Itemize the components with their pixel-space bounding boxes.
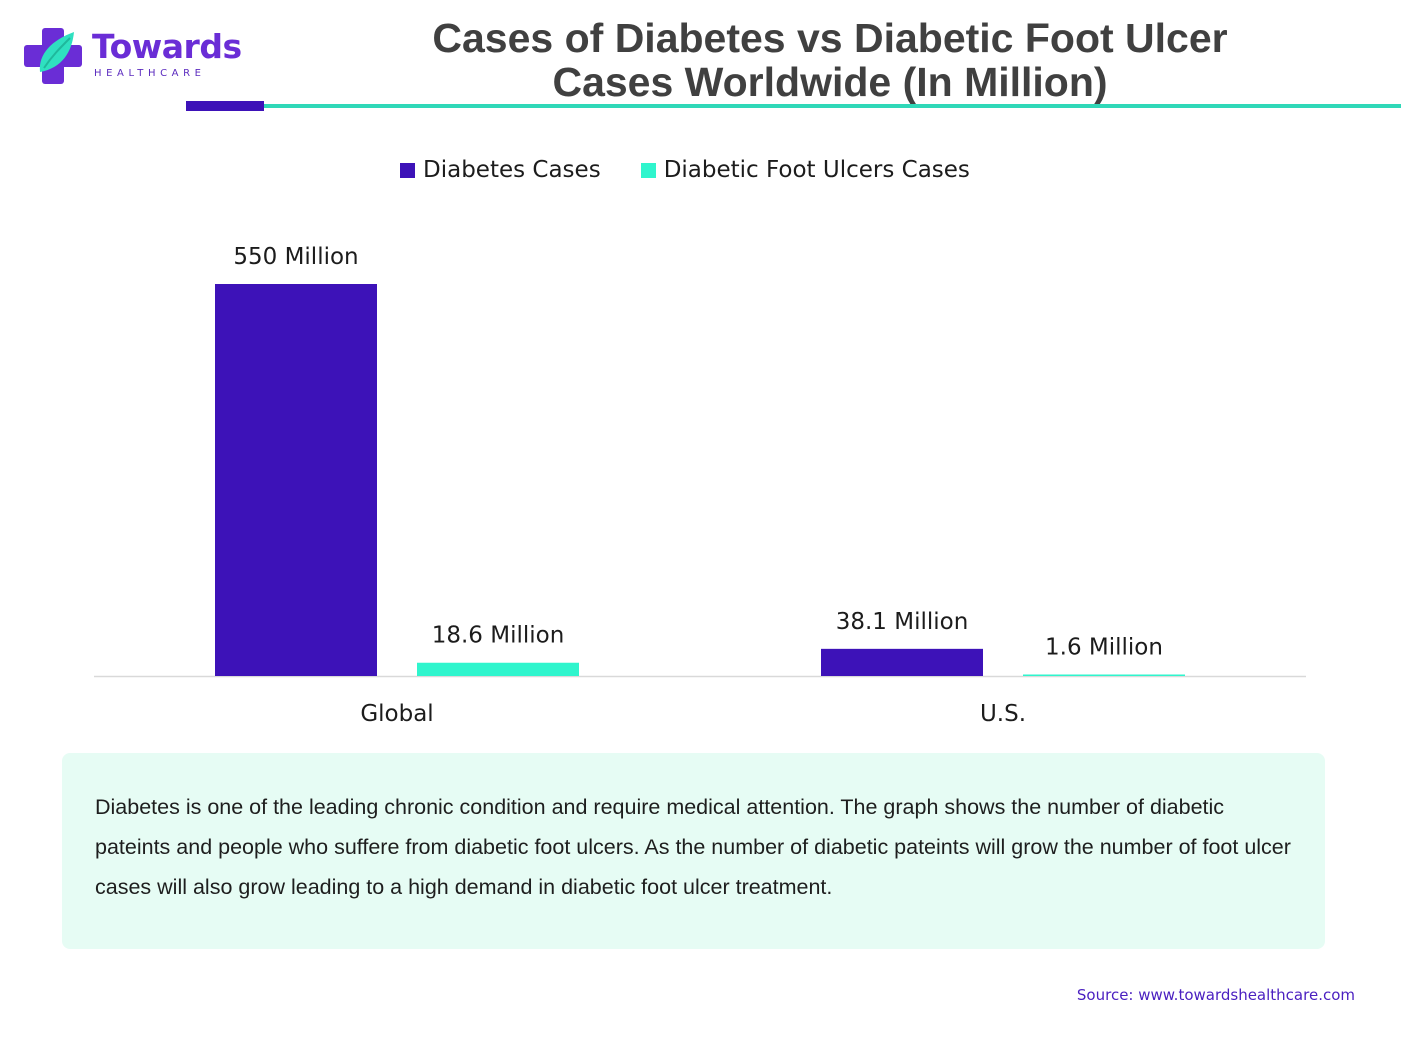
bar-global-diabetes bbox=[215, 284, 377, 676]
medical-cross-leaf-icon bbox=[24, 28, 82, 84]
brand-logo: Towards HEALTHCARE bbox=[22, 26, 242, 90]
bar-chart: 550 Million 18.6 Million Global 38.1 Millio… bbox=[94, 244, 1306, 727]
legend-swatch-diabetes bbox=[400, 162, 415, 178]
data-label-us-ulcers: 1.6 Million bbox=[1045, 635, 1163, 661]
chart-legend: Diabetes Cases Diabetic Foot Ulcers Case… bbox=[400, 156, 1010, 184]
description-text: Diabetes is one of the leading chronic c… bbox=[95, 795, 1291, 899]
description-box: Diabetes is one of the leading chronic c… bbox=[62, 753, 1325, 949]
header-divider-accent bbox=[186, 101, 264, 111]
data-label-us-diabetes: 38.1 Million bbox=[836, 609, 969, 635]
bar-global-ulcers bbox=[417, 662, 579, 676]
brand-name: Towards bbox=[92, 27, 242, 66]
legend-label-ulcers: Diabetic Foot Ulcers Cases bbox=[663, 157, 970, 183]
legend-swatch-ulcers bbox=[640, 162, 656, 178]
legend-label-diabetes: Diabetes Cases bbox=[423, 157, 601, 183]
legend-item-ulcers: Diabetic Foot Ulcers Cases bbox=[640, 157, 970, 183]
category-label-global: Global bbox=[360, 701, 433, 727]
data-label-global-diabetes: 550 Million bbox=[233, 244, 358, 270]
category-label-us: U.S. bbox=[980, 701, 1026, 727]
bar-us-diabetes bbox=[821, 648, 983, 676]
chart-title-line-2: Cases Worldwide (In Million) bbox=[552, 59, 1108, 105]
chart-title: Cases of Diabetes vs Diabetic Foot Ulcer… bbox=[330, 16, 1330, 104]
data-label-global-ulcers: 18.6 Million bbox=[432, 623, 565, 649]
source-credit: Source: www.towardshealthcare.com bbox=[1076, 986, 1355, 1004]
bar-us-ulcers bbox=[1023, 674, 1185, 676]
brand-subtitle: HEALTHCARE bbox=[94, 68, 206, 79]
chart-title-line-1: Cases of Diabetes vs Diabetic Foot Ulcer bbox=[432, 15, 1228, 61]
header-divider bbox=[186, 104, 1401, 108]
legend-item-diabetes: Diabetes Cases bbox=[400, 157, 601, 183]
